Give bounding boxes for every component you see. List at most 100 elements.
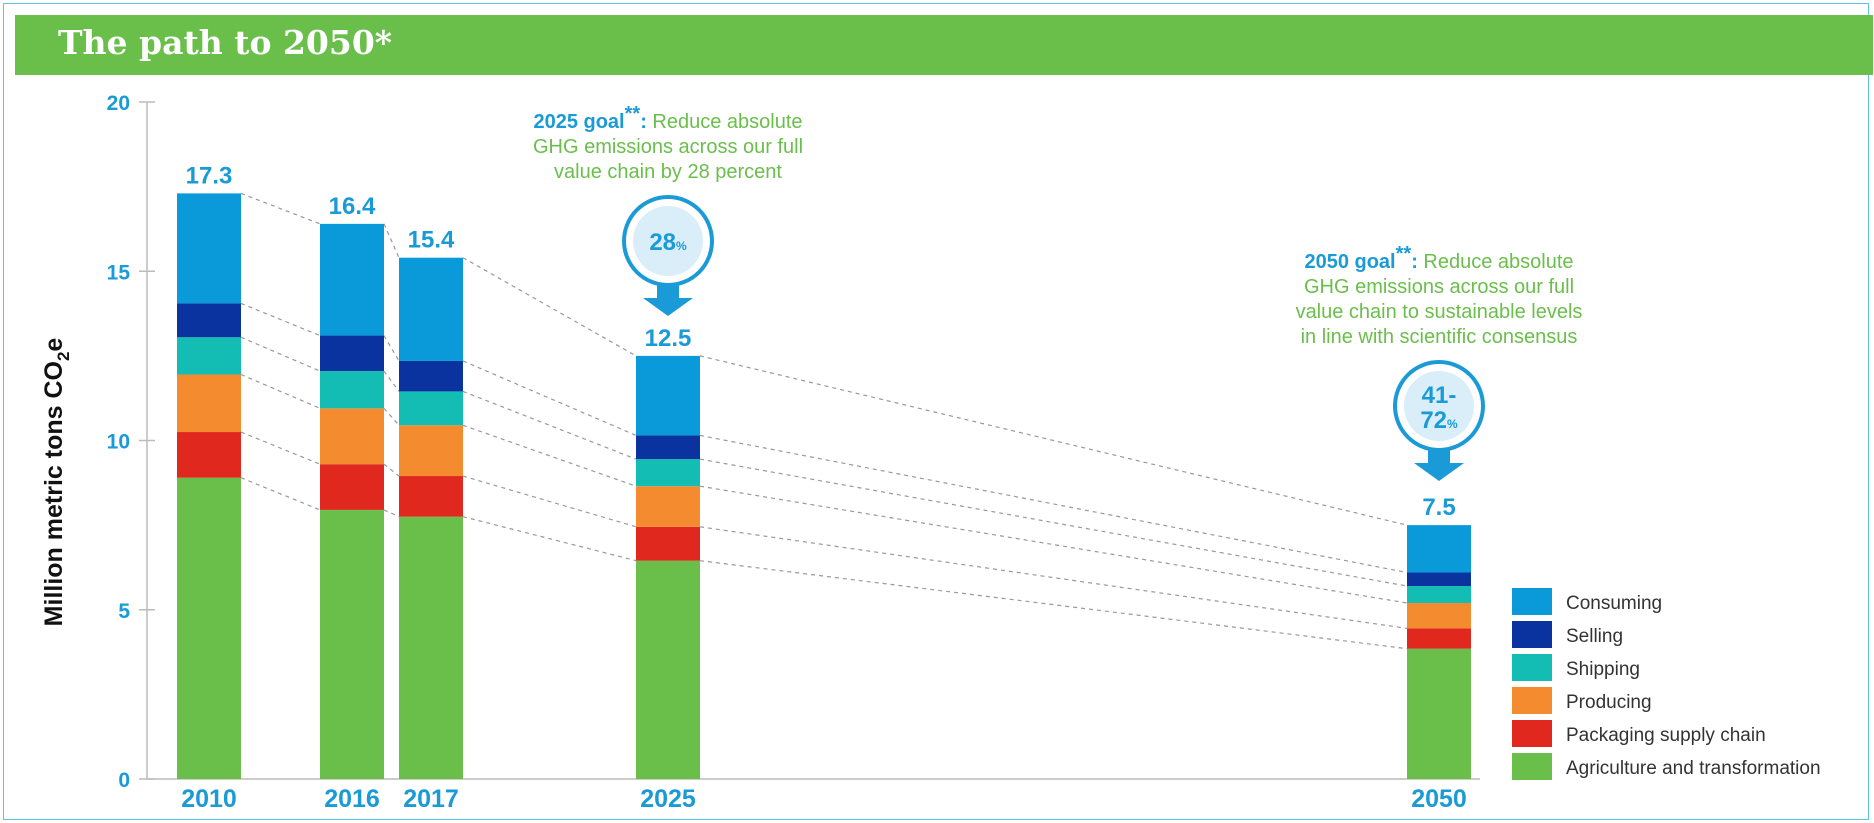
goal-annotation-2025: 2025 goal**: Reduce absolute GHG emission… (533, 103, 803, 316)
bar-2016-selling (320, 335, 384, 372)
x-tick-label-2017: 2017 (403, 785, 459, 813)
goal-text-line: 2025 goal**: Reduce absolute (533, 103, 802, 133)
total-label-2050: 7.5 (1422, 494, 1455, 521)
bar-2025-selling (636, 435, 700, 460)
down-arrow-icon (643, 283, 693, 316)
bar-2017-shipping (399, 391, 463, 426)
connector-shipping (699, 458, 1408, 587)
legend-item-selling: Selling (1512, 621, 1623, 648)
goal-annotations: 2025 goal**: Reduce absolute GHG emission… (533, 103, 1582, 481)
legend-label: Selling (1566, 626, 1623, 647)
goal-badge-fill (1404, 371, 1474, 441)
bar-2017-selling (399, 360, 463, 392)
total-label-2010: 17.3 (186, 162, 233, 189)
bar-2010-shipping (177, 337, 241, 375)
goal-footnote-marker: ** (1396, 243, 1412, 265)
legend-label: Packaging supply chain (1566, 725, 1766, 746)
y-tick-label: 0 (118, 769, 130, 792)
total-label-2017: 15.4 (408, 227, 455, 254)
connector-agriculture-and-transformation (462, 516, 637, 562)
goal-text-line: 2050 goal**: Reduce absolute (1304, 243, 1573, 273)
x-tick-label-2016: 2016 (324, 785, 380, 813)
bar-2025-agriculture-and-transformation (636, 560, 700, 779)
bar-2050-consuming (1407, 525, 1471, 573)
title-bar: The path to 2050* (15, 15, 1873, 75)
connector-producing (462, 424, 637, 487)
bar-2016-producing (320, 408, 384, 465)
bar-2010-producing (177, 374, 241, 433)
bar-2050-shipping (1407, 586, 1471, 603)
chart-frame (3, 3, 1869, 820)
connector-selling (240, 302, 321, 337)
bar-2025-producing (636, 486, 700, 527)
bar-2010-agriculture-and-transformation (177, 477, 241, 779)
legend-swatch (1512, 654, 1552, 681)
bar-2050-agriculture-and-transformation (1407, 648, 1471, 779)
legend-swatch (1512, 687, 1552, 714)
bar-2017-packaging-supply-chain (399, 476, 463, 517)
bar-2025-packaging-supply-chain (636, 526, 700, 561)
x-tick-label-2010: 2010 (181, 785, 237, 813)
goal-text-line: in line with scientific consensus (1301, 326, 1578, 348)
legend-label: Agriculture and transformation (1566, 758, 1821, 779)
connector-agriculture-and-transformation (240, 477, 321, 511)
connector-shipping (240, 336, 321, 372)
legend-label: Consuming (1566, 593, 1662, 614)
legend-swatch (1512, 753, 1552, 780)
connector-packaging-supply-chain (462, 475, 637, 528)
x-tick-label-2050: 2050 (1411, 785, 1467, 813)
goal-text-line: value chain to sustainable levels (1296, 301, 1583, 323)
bar-2025-consuming (636, 355, 700, 436)
bar-2025-shipping (636, 459, 700, 487)
connector-selling (462, 360, 637, 436)
x-tick-label-2025: 2025 (640, 785, 696, 813)
legend-swatch (1512, 720, 1552, 747)
connector-selling (699, 434, 1408, 574)
bar-2017-producing (399, 425, 463, 477)
connector-shipping (462, 390, 637, 460)
bar-2017-consuming (399, 257, 463, 361)
bar-2010-selling (177, 303, 241, 338)
goal-heading: 2050 goal (1304, 251, 1395, 273)
connector-packaging-supply-chain (699, 526, 1408, 629)
connector-selling (383, 335, 400, 362)
bar-2050-packaging-supply-chain (1407, 628, 1471, 649)
bar-2050-producing (1407, 602, 1471, 629)
legend-label: Producing (1566, 692, 1652, 713)
goal-annotation-2050: 2050 goal**: Reduce absolute GHG emission… (1296, 243, 1583, 481)
goal-text-line: GHG emissions across our full (533, 136, 803, 158)
goal-footnote-marker: ** (625, 103, 641, 125)
bar-2010-consuming (177, 193, 241, 304)
y-tick-label: 20 (107, 92, 130, 115)
goal-heading: 2025 goal (533, 111, 624, 133)
bar-2016-agriculture-and-transformation (320, 509, 384, 779)
connector-agriculture-and-transformation (699, 560, 1408, 650)
bars (177, 193, 1471, 779)
total-label-2025: 12.5 (645, 325, 692, 352)
connector-packaging-supply-chain (383, 463, 400, 477)
y-tick-label: 15 (107, 261, 131, 284)
connector-producing (240, 373, 321, 409)
connector-shipping (383, 370, 400, 392)
legend-label: Shipping (1566, 659, 1640, 680)
connector-packaging-supply-chain (240, 431, 321, 465)
goal-badge-value: 72% (1420, 407, 1458, 434)
y-axis: 0 5 10 15 20 (107, 92, 1480, 792)
legend-item-producing: Producing (1512, 687, 1652, 714)
goal-text-line: value chain by 28 percent (554, 161, 782, 183)
goal-badge-value: 28% (649, 229, 687, 256)
legend-item-consuming: Consuming (1512, 588, 1662, 615)
y-tick-label: 10 (107, 431, 130, 454)
legend-swatch (1512, 621, 1552, 648)
connector-producing (383, 407, 400, 426)
connector-consuming (240, 192, 321, 225)
goal-badge-value: 41- (1422, 382, 1457, 409)
connector-agriculture-and-transformation (383, 509, 400, 518)
connector-consuming (699, 355, 1408, 526)
page-title: The path to 2050* (58, 23, 393, 62)
bar-2017-agriculture-and-transformation (399, 516, 463, 779)
y-axis-label: Million metric tons CO2e (40, 338, 73, 627)
bar-2016-consuming (320, 223, 384, 336)
goal-badge-fill (633, 206, 703, 276)
